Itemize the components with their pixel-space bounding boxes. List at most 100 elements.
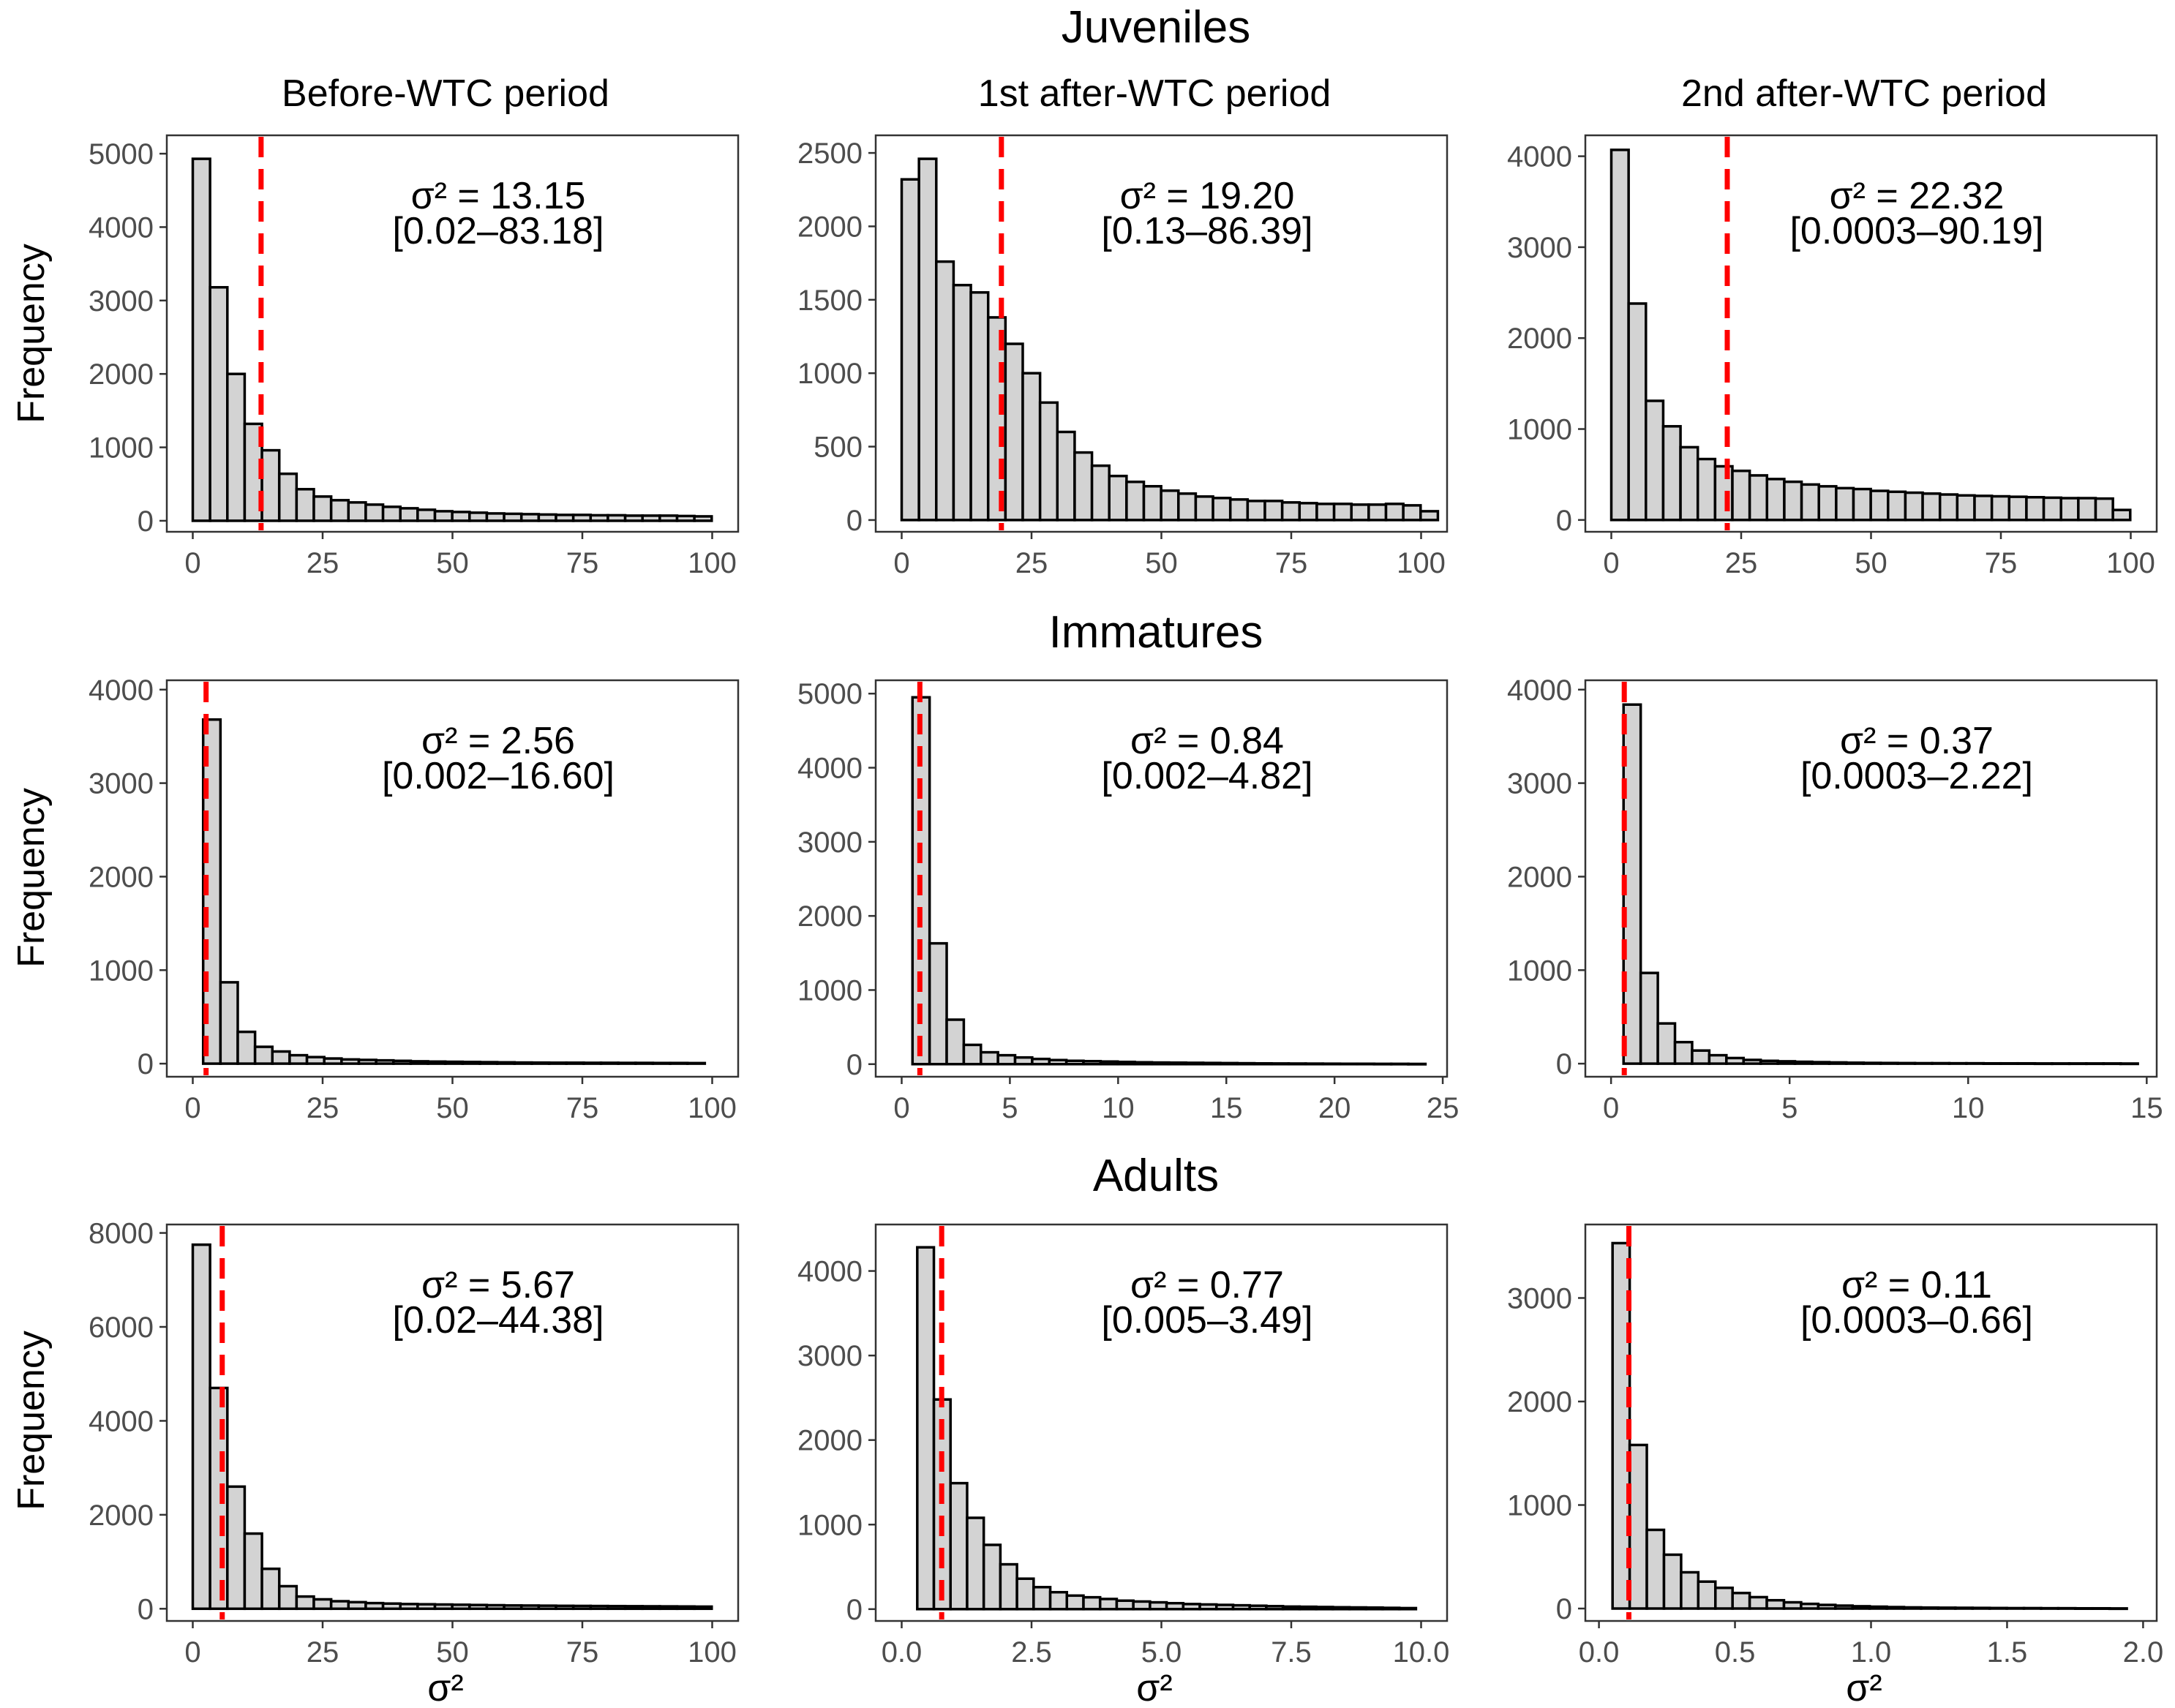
histogram-bar bbox=[1048, 1058, 1068, 1066]
histogram-bar bbox=[966, 1516, 985, 1611]
histogram-bar bbox=[1661, 425, 1682, 522]
histogram-bar bbox=[253, 1045, 274, 1065]
histogram-bar bbox=[226, 1485, 247, 1611]
x-tick-label: 50 bbox=[436, 1092, 469, 1124]
histogram-bar bbox=[1364, 1606, 1384, 1611]
histogram-bar bbox=[2005, 1606, 2026, 1610]
y-tick-label: 2000 bbox=[89, 861, 154, 893]
row-title-juveniles: Juveniles bbox=[1062, 2, 1250, 53]
x-tick-label: 50 bbox=[1855, 547, 1887, 579]
histogram-bar bbox=[999, 1562, 1018, 1611]
row-title-immatures: Immatures bbox=[1049, 607, 1263, 658]
y-axis-title-row-1: Frequency bbox=[10, 244, 53, 424]
histogram-bar bbox=[381, 1602, 402, 1611]
x-tick-label: 25 bbox=[1427, 1092, 1460, 1124]
histogram-bar bbox=[191, 1243, 211, 1611]
histogram-bar bbox=[1298, 1605, 1318, 1611]
annotation-interval: [0.002–16.60] bbox=[382, 755, 615, 797]
histogram-bar bbox=[1973, 494, 1994, 522]
panel-border bbox=[1584, 679, 2158, 1078]
histogram-bar bbox=[1725, 1056, 1745, 1065]
histogram-bar bbox=[271, 1050, 291, 1065]
histogram-bar bbox=[1056, 430, 1076, 522]
y-tick-label: 3000 bbox=[797, 1340, 863, 1372]
histogram-bar bbox=[1937, 1606, 1957, 1610]
x-tick-label: 5 bbox=[1002, 1092, 1018, 1124]
histogram-bar bbox=[935, 260, 955, 522]
histogram-bar bbox=[1246, 500, 1266, 522]
histogram-bar bbox=[1800, 1602, 1820, 1610]
x-tick-label: 1.0 bbox=[1851, 1636, 1892, 1669]
x-tick-label: 15 bbox=[1210, 1092, 1243, 1124]
x-tick-label: 75 bbox=[566, 547, 599, 579]
histogram-bar bbox=[1697, 1580, 1717, 1610]
histogram-bar bbox=[1168, 1061, 1187, 1066]
histogram-bar bbox=[1714, 1586, 1734, 1610]
histogram-bar bbox=[1215, 1603, 1235, 1611]
y-tick-label: 0 bbox=[1556, 505, 1572, 537]
histogram-bar bbox=[1099, 1060, 1119, 1066]
histogram-bar bbox=[1662, 1553, 1683, 1610]
histogram-bar bbox=[1834, 1604, 1854, 1610]
x-tick-label: 0 bbox=[893, 547, 909, 579]
y-tick-label: 3000 bbox=[1507, 232, 1572, 264]
histogram-bar bbox=[1038, 401, 1059, 522]
x-tick-label: 0.0 bbox=[1579, 1636, 1620, 1669]
x-tick-label: 10.0 bbox=[1393, 1636, 1450, 1669]
x-axis-title-col-2: σ² bbox=[1136, 1667, 1172, 1708]
histogram-bar bbox=[1645, 1528, 1666, 1610]
histogram-bar bbox=[1742, 1058, 1762, 1065]
histogram-bar bbox=[1263, 500, 1284, 522]
histogram-bar bbox=[1956, 494, 1976, 522]
annotation-variance: σ² = 19.20 bbox=[1120, 175, 1295, 217]
histogram-bar bbox=[1281, 1605, 1301, 1611]
histogram-bar bbox=[243, 1532, 263, 1611]
y-axis-title-row-2: Frequency bbox=[10, 788, 53, 968]
histogram-bar bbox=[1228, 498, 1250, 522]
y-tick-label: 1000 bbox=[797, 358, 863, 390]
histogram-bar bbox=[451, 1603, 471, 1611]
histogram-bar bbox=[1679, 445, 1699, 522]
histogram-bar bbox=[1082, 1595, 1102, 1611]
histogram-bar bbox=[1862, 1061, 1882, 1065]
y-tick-label: 5000 bbox=[797, 678, 863, 710]
histogram-bar bbox=[1315, 503, 1336, 522]
annotation-interval: [0.02–44.38] bbox=[392, 1299, 604, 1342]
histogram-bar bbox=[1064, 1059, 1085, 1066]
x-tick-label: 75 bbox=[566, 1092, 599, 1124]
panel-imm-1st: 0 1000 2000 3000 4000 5000 0 5 10 15 20 25 σ² = 0.84… bbox=[797, 678, 1459, 1124]
histogram-bar bbox=[1142, 485, 1162, 522]
histogram-bar bbox=[409, 1060, 429, 1065]
annotation-variance: σ² = 0.77 bbox=[1130, 1264, 1284, 1306]
histogram-bar bbox=[364, 1601, 385, 1611]
panel-adu-1st: 0 1000 2000 3000 4000 0.0 2.5 5.0 7.5 10.0 σ² = 0.… bbox=[797, 1223, 1450, 1669]
y-tick-label: 2000 bbox=[797, 211, 863, 243]
y-tick-label: 4000 bbox=[797, 1256, 863, 1288]
histogram-bar bbox=[2111, 508, 2132, 522]
panel-adu-before: 0 2000 4000 6000 8000 0 25 50 75 100 σ² = 5.67[0.0… bbox=[89, 1218, 740, 1669]
x-axis-title-col-1: σ² bbox=[427, 1667, 463, 1708]
histogram-bar bbox=[1032, 1586, 1052, 1611]
histogram-bar bbox=[1298, 502, 1318, 522]
histogram-bar bbox=[1201, 1061, 1222, 1066]
histogram-bar bbox=[1793, 1060, 1814, 1065]
column-title-before: Before-WTC period bbox=[282, 72, 609, 115]
y-tick-label: 2000 bbox=[797, 1425, 863, 1457]
histogram-bar bbox=[1116, 1060, 1136, 1066]
x-tick-label: 25 bbox=[1725, 547, 1758, 579]
x-tick-label: 75 bbox=[566, 1636, 599, 1669]
annotation-interval: [0.0003–0.66] bbox=[1800, 1299, 2033, 1342]
histogram-bar bbox=[555, 1604, 575, 1611]
histogram-bar bbox=[641, 1605, 661, 1611]
histogram-bar bbox=[1090, 464, 1111, 522]
x-tick-label: 5 bbox=[1781, 1092, 1798, 1124]
x-tick-label: 75 bbox=[1275, 547, 1308, 579]
histogram-bar bbox=[980, 1050, 999, 1066]
y-tick-label: 4000 bbox=[1507, 141, 1572, 173]
histogram-bar bbox=[1082, 1059, 1102, 1066]
histogram-bar bbox=[675, 1605, 696, 1611]
histogram-bar bbox=[1065, 1594, 1085, 1611]
histogram-bar bbox=[1913, 1061, 1934, 1065]
